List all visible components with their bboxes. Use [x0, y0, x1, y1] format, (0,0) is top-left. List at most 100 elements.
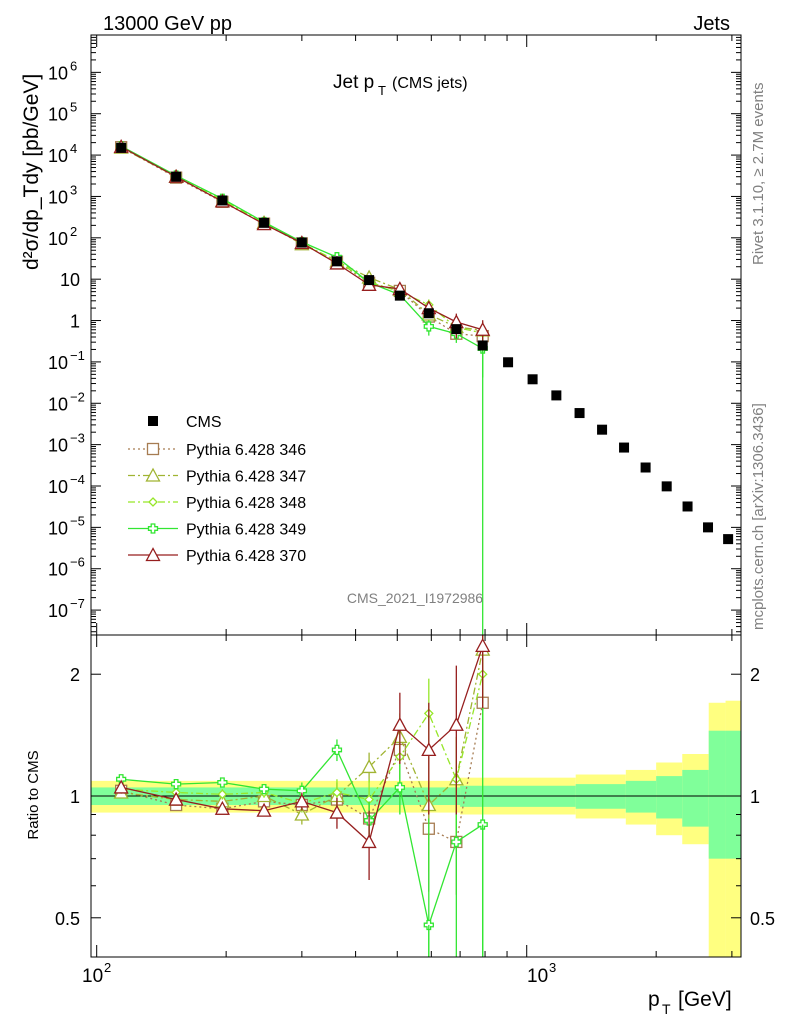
main-y-ticks	[91, 34, 741, 633]
cms-point	[259, 217, 270, 228]
ratio-line	[121, 674, 484, 804]
ratio-marker	[394, 782, 406, 793]
title-subscript: T	[378, 83, 386, 98]
ratio-marker	[214, 800, 230, 815]
legend-series-marker	[147, 523, 159, 534]
ratio-marker	[361, 759, 377, 774]
main-x-ticks	[96, 35, 733, 635]
ratio-marker	[258, 783, 270, 795]
ratio-marker	[217, 777, 228, 788]
main-frame	[90, 34, 742, 636]
x-tick-labels: 10 2 10 3	[82, 960, 556, 987]
inner-band	[682, 769, 709, 827]
legend-series-label: Pythia 6.428 347	[186, 469, 306, 486]
inner-band	[725, 730, 741, 859]
y-tick-label-exponent: 6	[70, 58, 77, 73]
cms-point	[477, 340, 488, 351]
cms-data-points	[116, 142, 734, 545]
y-axis-label: d²σ/dp_Tdy [pb/GeV]	[20, 74, 43, 270]
cms-point	[574, 408, 585, 419]
ratio-marker	[294, 793, 310, 808]
y-tick-label-exponent: 3	[70, 182, 77, 197]
y-tick-label: 10	[48, 560, 68, 580]
inner-band	[708, 730, 726, 859]
ratio-marker	[451, 836, 462, 848]
ratio-y-tick-label-right: 1	[750, 787, 760, 807]
y-tick-label: 10	[48, 187, 68, 207]
cms-point	[597, 424, 608, 435]
y-tick-label: 10	[48, 436, 68, 456]
legend-cms-marker	[148, 416, 158, 426]
x-axis-label-p: p	[648, 988, 660, 1011]
x-tick-label-1000-base: 10	[527, 966, 548, 987]
ratio-y-tick-label-right: 0.5	[750, 909, 775, 929]
cms-point	[217, 195, 228, 206]
legend: CMS Pythia 6.428 346 Pythia 6.428 347 Pythi…	[128, 414, 306, 565]
y-tick-label: 10	[48, 477, 68, 497]
ratio-marker	[113, 779, 129, 794]
ratio-marker	[392, 716, 408, 731]
cms-point	[423, 308, 434, 319]
y-tick-label-exponent: 5	[70, 100, 77, 115]
y-tick-label: 10	[48, 353, 68, 373]
ratio-marker	[217, 789, 228, 800]
collision-label: 13000 GeV pp	[103, 13, 232, 35]
ratio-uncertainty-bands	[91, 700, 741, 957]
cms-point	[640, 462, 651, 473]
legend-series-marker	[145, 467, 161, 482]
legend-series-label: Pythia 6.428 370	[186, 548, 306, 565]
ratio-marker	[331, 744, 343, 756]
y-tick-label-exponent: 2	[70, 224, 77, 239]
ratio-marker	[329, 804, 345, 819]
y-tick-label: 10	[48, 146, 68, 166]
legend-series-marker	[146, 442, 160, 456]
y-tick-label-exponent: −6	[70, 555, 85, 570]
x-axis-label-sub: T	[662, 1001, 671, 1017]
cms-point	[551, 390, 562, 401]
ratio-marker	[361, 834, 377, 849]
y-tick-label-exponent: −1	[70, 348, 85, 363]
main-y-axis-label: d²σ/dp_Tdy [pb/GeV]	[20, 74, 43, 270]
y-tick-label: 10	[48, 105, 68, 125]
ratio-series-group	[113, 635, 491, 957]
x-axis-label-unit: [GeV]	[678, 988, 732, 1011]
ratio-y-tick-label-right: 2	[750, 665, 760, 685]
ratio-marker	[170, 778, 182, 790]
ratio-marker	[332, 787, 342, 798]
y-tick-label: 10	[48, 518, 68, 538]
analysis-tag: CMS_2021_I1972986	[347, 590, 483, 606]
cms-point	[394, 290, 405, 301]
mcplots-label: mcplots.cern.ch [arXiv:1306.3436]	[750, 403, 767, 630]
cms-point	[503, 357, 514, 368]
cms-point	[296, 237, 307, 248]
ratio-marker	[448, 716, 464, 731]
y-tick-label: 1	[70, 312, 80, 332]
y-tick-label-exponent: 4	[70, 141, 77, 156]
legend-series-label: Pythia 6.428 349	[186, 522, 306, 539]
x-tick-label-1000-exp: 3	[549, 960, 556, 975]
cms-point	[171, 171, 182, 182]
cms-point	[661, 481, 672, 492]
y-tick-label-exponent: −7	[70, 596, 85, 611]
cms-point	[331, 256, 342, 267]
cms-point	[451, 324, 462, 335]
ratio-marker	[294, 806, 310, 821]
series-marker	[423, 321, 434, 332]
chart-title: Jet p T (CMS jets)	[333, 72, 468, 98]
ratio-panel: 0.5 0.5 1 1 2 2	[55, 634, 775, 958]
ratio-marker	[256, 802, 272, 817]
ratio-marker	[168, 791, 184, 806]
ratio-x-ticks	[96, 635, 733, 957]
ratio-y-axis-label: Ratio to CMS	[25, 750, 42, 839]
cms-point	[703, 522, 714, 533]
y-tick-label: 10	[48, 63, 68, 83]
series-marker	[475, 321, 491, 336]
process-label: Jets	[693, 13, 730, 35]
legend-series-label: Pythia 6.428 348	[186, 495, 306, 512]
y-tick-label: 10	[60, 270, 80, 290]
rivet-version-label: Rivet 3.1.10, ≥ 2.7M events	[750, 83, 767, 266]
cms-point	[723, 534, 734, 545]
